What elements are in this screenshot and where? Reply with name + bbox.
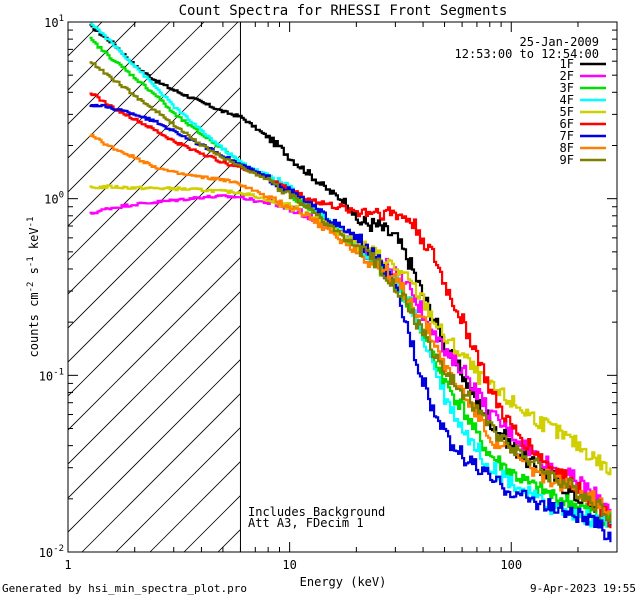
series-layer: [89, 22, 612, 543]
y-tick-exponent: 0: [59, 191, 64, 201]
legend-time-range: 12:53:00 to 12:54:00: [455, 47, 600, 61]
x-tick-label: 10: [282, 558, 296, 572]
y-tick-base: 10: [44, 193, 58, 207]
legend-label-8F: 8F: [560, 141, 574, 155]
y-axis-label: counts cm-2 s-1 keV-1: [26, 217, 41, 358]
y-label-exp-s: -1: [26, 256, 36, 267]
hatch-line: [68, 324, 241, 499]
legend-label-6F: 6F: [560, 117, 574, 131]
y-tick-base: 10: [39, 546, 53, 560]
hatch-line: [68, 52, 241, 227]
footer-generated-by: Generated by hsi_min_spectra_plot.pro: [2, 582, 248, 595]
series-6F: [89, 92, 612, 529]
x-tick-label: 1: [64, 558, 71, 572]
y-tick-label: 100: [44, 191, 64, 207]
y-tick-exponent: 1: [59, 14, 64, 24]
y-label-kev: keV: [27, 227, 41, 256]
legend-label-5F: 5F: [560, 105, 574, 119]
y-label-exp-cm: -2: [26, 282, 36, 293]
legend-label-2F: 2F: [560, 69, 574, 83]
annotation-attenuator: Att A3, FDecim 1: [248, 516, 364, 530]
y-tick-label: 101: [44, 14, 64, 30]
legend-label-3F: 3F: [560, 81, 574, 95]
annotation-background: Includes Background: [248, 505, 385, 519]
series-8F: [89, 133, 612, 516]
y-tick-label: 10-2: [39, 544, 64, 560]
hatch-line: [68, 188, 241, 363]
x-axis-label: Energy (keV): [300, 575, 387, 589]
y-tick-base: 10: [44, 16, 58, 30]
y-tick-exponent: -1: [53, 367, 64, 377]
legend-label-7F: 7F: [560, 129, 574, 143]
legend-label-1F: 1F: [560, 57, 574, 71]
hatch-line: [149, 460, 241, 552]
hatch-line: [68, 22, 171, 125]
chart-title: Count Spectra for RHESSI Front Segments: [179, 3, 508, 19]
series-3F: [89, 36, 612, 527]
hatch-line: [68, 358, 241, 533]
hatch-line: [68, 86, 241, 261]
legend-date: 25-Jan-2009: [520, 35, 599, 49]
y-tick-label: 10-1: [39, 367, 64, 383]
hatch-line: [68, 256, 241, 431]
hatch-line: [68, 154, 241, 329]
y-label-exp-kev: -1: [26, 217, 36, 228]
hatch-line: [68, 22, 239, 193]
series-7F: [89, 103, 612, 543]
hatch-line: [81, 392, 241, 552]
y-label-s: s: [27, 267, 41, 281]
legend-label-9F: 9F: [560, 153, 574, 167]
series-9F: [89, 61, 612, 522]
plot-frame: [67, 21, 618, 553]
legend-label-4F: 4F: [560, 93, 574, 107]
hatch-line: [68, 222, 241, 397]
y-label-counts: counts cm: [27, 292, 41, 357]
y-tick-exponent: -2: [53, 544, 64, 554]
hatch-line: [68, 120, 241, 295]
y-tick-base: 10: [39, 369, 53, 383]
footer-timestamp: 9-Apr-2023 19:55: [530, 582, 636, 595]
x-tick-label: 100: [500, 558, 522, 572]
hatch-line: [115, 426, 241, 552]
